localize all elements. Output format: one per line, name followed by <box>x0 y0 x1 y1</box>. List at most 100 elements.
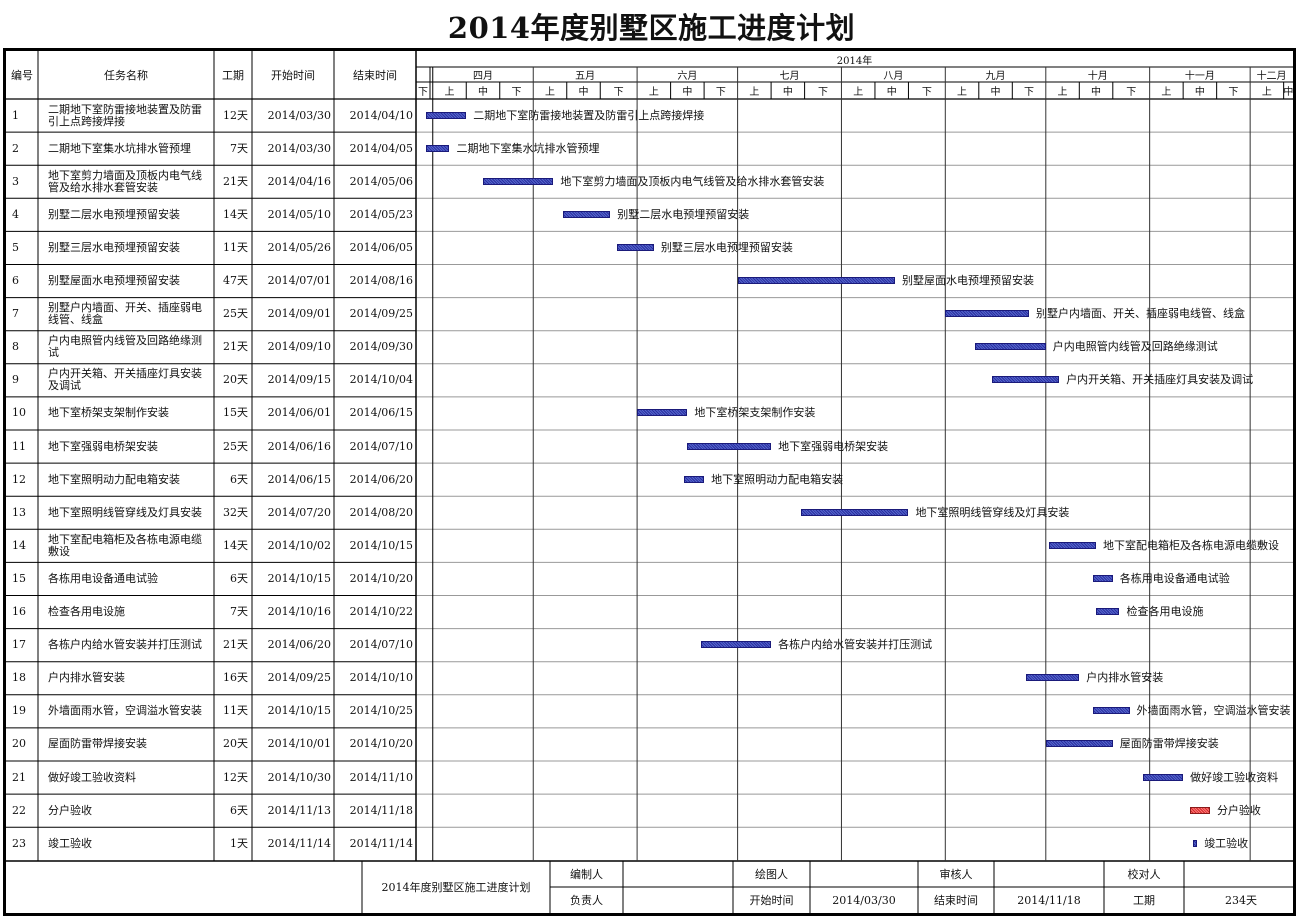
task-end: 2014/11/14 <box>349 836 413 850</box>
task-end: 2014/09/25 <box>349 307 413 321</box>
period-label-xia: 下 <box>1228 87 1239 98</box>
task-name: 各栋用电设备通电试验 <box>48 571 158 585</box>
gantt-bar <box>1189 806 1210 814</box>
task-start: 2014/06/16 <box>267 439 331 453</box>
task-start: 2014/06/01 <box>267 406 331 420</box>
task-end: 2014/06/20 <box>349 472 413 486</box>
task-start: 2014/06/20 <box>267 638 331 652</box>
footer-reviewer-value <box>994 861 1104 887</box>
month-label: 八月 <box>883 71 904 82</box>
task-duration: 16天 <box>223 671 248 685</box>
gantt-bar-label: 各栋用电设备通电试验 <box>1119 571 1230 585</box>
task-end: 2014/10/20 <box>349 737 413 751</box>
task-end: 2014/11/18 <box>349 803 413 817</box>
task-duration: 32天 <box>223 505 248 519</box>
task-name: 地下室配电箱柜及各栋电源电缆敷设 <box>48 532 202 558</box>
task-start: 2014/07/01 <box>267 274 331 288</box>
period-label-xia: 下 <box>1024 87 1035 98</box>
task-end: 2014/04/10 <box>349 108 413 122</box>
task-id: 17 <box>12 638 26 652</box>
period-label-shang: 上 <box>1161 87 1172 98</box>
task-name: 做好竣工验收资料 <box>48 770 136 784</box>
footer-end-label: 结束时间 <box>934 894 978 907</box>
task-end: 2014/05/23 <box>349 207 413 221</box>
gantt-bar-label: 地下室照明动力配电箱安装 <box>711 472 844 486</box>
gantt-bar-label: 地下室桥架支架制作安装 <box>694 406 816 420</box>
gantt-bar <box>945 310 1030 318</box>
task-start: 2014/10/30 <box>267 770 331 784</box>
month-label: 七月 <box>779 71 800 82</box>
gantt-bar-label: 分户验收 <box>1216 803 1261 817</box>
month-label: 十月 <box>1087 71 1108 82</box>
period-label-zhong: 中 <box>1283 87 1293 98</box>
gantt-bar-label: 二期地下室防雷接地装置及防雷引上点跨接焊接 <box>473 108 705 122</box>
task-start: 2014/03/30 <box>267 108 331 122</box>
period-label-zhong: 中 <box>682 87 693 98</box>
task-name: 地下室照明线管穿线及灯具安装 <box>48 505 202 519</box>
task-end: 2014/10/04 <box>349 373 413 387</box>
period-label-xia: 下 <box>418 87 428 98</box>
task-duration: 15天 <box>223 406 248 420</box>
month-label: 九月 <box>985 71 1006 82</box>
task-name: 地下室强弱电桥架安装 <box>48 439 158 453</box>
gantt-bar-label: 各栋户内给水管安装并打压测试 <box>778 638 933 652</box>
period-label-shang: 上 <box>853 87 864 98</box>
header-year: 2014年 <box>836 55 873 67</box>
gantt-bar <box>1096 608 1120 616</box>
month-label: 十二月 <box>1256 71 1287 82</box>
period-label-xia: 下 <box>1126 87 1137 98</box>
task-start: 2014/10/15 <box>267 704 331 718</box>
task-id: 4 <box>12 207 19 221</box>
gantt-bar-label: 户内电照管内线管及回路绝缘测试 <box>1052 340 1218 354</box>
period-label-xia: 下 <box>921 87 932 98</box>
footer-end-value: 2014/11/18 <box>1017 893 1081 907</box>
gantt-bar <box>700 641 772 649</box>
task-id: 6 <box>12 274 19 288</box>
task-start: 2014/04/16 <box>267 174 331 188</box>
task-end: 2014/10/10 <box>349 671 413 685</box>
task-id: 13 <box>12 505 26 519</box>
task-name: 竣工验收 <box>48 836 92 850</box>
task-start: 2014/10/16 <box>267 605 331 619</box>
month-label: 五月 <box>575 71 596 82</box>
gantt-bar <box>1092 574 1113 582</box>
gantt-bar-label: 地下室剪力墙面及顶板内电气线管及给水排水套管安装 <box>560 174 825 188</box>
period-label-zhong: 中 <box>1091 87 1102 98</box>
footer-start-label: 开始时间 <box>749 894 794 907</box>
task-id: 1 <box>12 108 19 122</box>
period-label-zhong: 中 <box>578 87 589 98</box>
task-name: 别墅屋面水电预埋预留安装 <box>48 274 180 288</box>
gantt-bar <box>737 277 896 285</box>
gantt-bar <box>975 343 1046 351</box>
task-id: 3 <box>12 174 19 188</box>
task-duration: 6天 <box>230 803 248 817</box>
task-duration: 20天 <box>223 737 248 751</box>
period-label-zhong: 中 <box>990 87 1001 98</box>
task-duration: 7天 <box>230 141 248 155</box>
task-start: 2014/11/14 <box>267 836 331 850</box>
task-end: 2014/06/15 <box>349 406 413 420</box>
task-end: 2014/10/15 <box>349 538 413 552</box>
gantt-bar-label: 地下室照明线管穿线及灯具安装 <box>915 505 1070 519</box>
period-label-shang: 上 <box>1057 87 1068 98</box>
task-id: 8 <box>12 340 19 354</box>
task-end: 2014/10/25 <box>349 704 413 718</box>
gantt-bar <box>687 442 772 450</box>
task-id: 18 <box>12 671 26 685</box>
task-name: 二期地下室防雷接地装置及防雷引上点跨接焊接 <box>48 102 202 128</box>
task-end: 2014/06/05 <box>349 240 413 254</box>
task-start: 2014/10/01 <box>267 737 331 751</box>
gantt-bar <box>684 475 705 483</box>
task-start: 2014/05/26 <box>267 240 331 254</box>
task-duration: 11天 <box>223 240 248 254</box>
task-start: 2014/09/25 <box>267 671 331 685</box>
task-name: 地下室桥架支架制作安装 <box>48 406 169 420</box>
footer-owner-label: 负责人 <box>570 894 603 907</box>
task-name: 地下室剪力墙面及顶板内电气线管及给水排水套管安装 <box>48 168 202 194</box>
task-id: 23 <box>12 836 26 850</box>
footer-start-value: 2014/03/30 <box>832 893 896 907</box>
task-duration: 11天 <box>223 704 248 718</box>
task-duration: 12天 <box>223 108 248 122</box>
task-id: 15 <box>12 571 26 585</box>
period-label-xia: 下 <box>715 87 726 98</box>
